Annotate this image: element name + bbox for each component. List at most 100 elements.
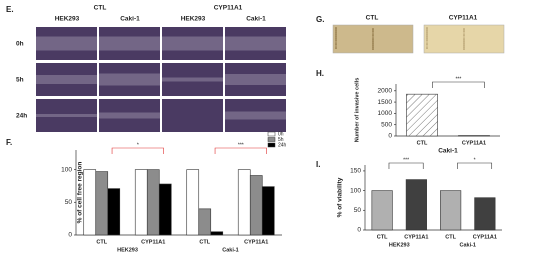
x-tick-label: CTL [199, 239, 210, 245]
cell-dot [335, 35, 337, 37]
cell-dot [463, 42, 465, 44]
cell-dot [372, 48, 374, 50]
cell-dot [426, 47, 428, 49]
significance-bracket [432, 81, 485, 88]
cell-dot [426, 27, 428, 29]
y-tick-label: 500 [381, 121, 392, 128]
y-tick-label: 50 [65, 199, 73, 206]
y-tick-label: 100 [350, 187, 361, 194]
cell-line-label: Caki-1 [246, 16, 266, 23]
y-tick-label: 0 [388, 133, 392, 140]
x-tick-label: CYP11A1 [462, 140, 486, 146]
wound-gap [36, 75, 97, 84]
cell-dot [372, 28, 374, 30]
x-tick-label: CYP11A1 [404, 234, 428, 240]
y-tick-label: 1500 [378, 99, 393, 106]
significance-label: *** [403, 157, 409, 163]
cell-dot [426, 41, 428, 43]
time-label: 0h [16, 41, 24, 48]
bar [95, 171, 109, 236]
group-label: Caki-1 [459, 242, 476, 248]
cell-dot [463, 48, 465, 50]
cell-dot [463, 34, 465, 36]
cell-dot [463, 42, 465, 44]
panel-label: E. [6, 5, 14, 14]
cell-dot [372, 46, 374, 48]
x-tick-label: CYP11A1 [244, 239, 268, 245]
significance-bracket [388, 162, 424, 169]
micrograph [423, 24, 505, 54]
cell-dot [426, 33, 428, 35]
cell-dot [426, 35, 428, 37]
y-axis-label: Number of invasive cells [354, 78, 360, 143]
significance-label: * [474, 157, 476, 163]
cell-dot [463, 28, 465, 30]
cell-dot [463, 46, 465, 48]
bar [134, 169, 148, 236]
wound-gap [225, 74, 286, 85]
condition-label: CTL [94, 5, 107, 12]
group-label: HEK293 [389, 242, 410, 248]
bar [237, 169, 251, 236]
cell-dot [426, 39, 428, 41]
cell-dot [463, 40, 465, 42]
cell-dot [463, 32, 465, 34]
x-tick-label: CTL [96, 239, 107, 245]
significance-label: * [137, 142, 139, 148]
bar [186, 169, 200, 236]
bar [371, 190, 393, 231]
bar [107, 188, 121, 236]
wound-gap [99, 112, 160, 119]
panel-label: G. [316, 15, 324, 24]
wound-gap [99, 36, 160, 51]
y-tick-label: 0 [68, 232, 72, 239]
bar [474, 197, 496, 231]
cell-dot [426, 39, 428, 41]
cell-dot [372, 42, 374, 44]
cell-dot [335, 33, 337, 35]
bar [261, 186, 275, 236]
cell-dot [335, 31, 337, 33]
cell-dot [372, 44, 374, 46]
cell-dot [426, 29, 428, 31]
cell-dot [335, 47, 337, 49]
cell-dot [335, 27, 337, 29]
legend-label: 0h [278, 131, 284, 137]
wound-gap [36, 114, 97, 117]
cell-dot [426, 43, 428, 45]
time-label: 24h [16, 113, 27, 120]
y-tick-label: 150 [350, 168, 361, 175]
y-tick-label: 2000 [378, 88, 393, 95]
cell-dot [426, 29, 428, 31]
micrograph [162, 99, 223, 132]
cell-dot [426, 45, 428, 47]
significance-label: *** [455, 76, 461, 82]
significance-bracket [457, 162, 493, 169]
cell-dot [463, 44, 465, 46]
cell-dot [372, 30, 374, 32]
cell-dot [335, 39, 337, 41]
bar [405, 179, 427, 231]
legend-label: 24h [278, 142, 287, 148]
image-label: CYP11A1 [449, 15, 478, 22]
bar [210, 231, 224, 236]
bar [158, 183, 172, 236]
cell-dot [335, 43, 337, 45]
cell-dot [463, 28, 465, 30]
cell-dot [426, 31, 428, 33]
wound-gap [225, 111, 286, 120]
x-tick-label: CYP11A1 [473, 234, 497, 240]
x-tick-label: CTL [377, 234, 388, 240]
bar [83, 169, 97, 236]
cell-dot [463, 44, 465, 46]
cell-dot [426, 33, 428, 35]
cell-dot [372, 32, 374, 34]
group-label: HEK293 [117, 247, 138, 253]
panel-label: I. [316, 160, 320, 169]
x-tick-label: CTL [445, 234, 456, 240]
cell-line-label: HEK293 [181, 16, 206, 23]
cell-line-label: HEK293 [55, 16, 80, 23]
cell-dot [463, 46, 465, 48]
cell-dot [426, 35, 428, 37]
cell-dot [426, 47, 428, 49]
